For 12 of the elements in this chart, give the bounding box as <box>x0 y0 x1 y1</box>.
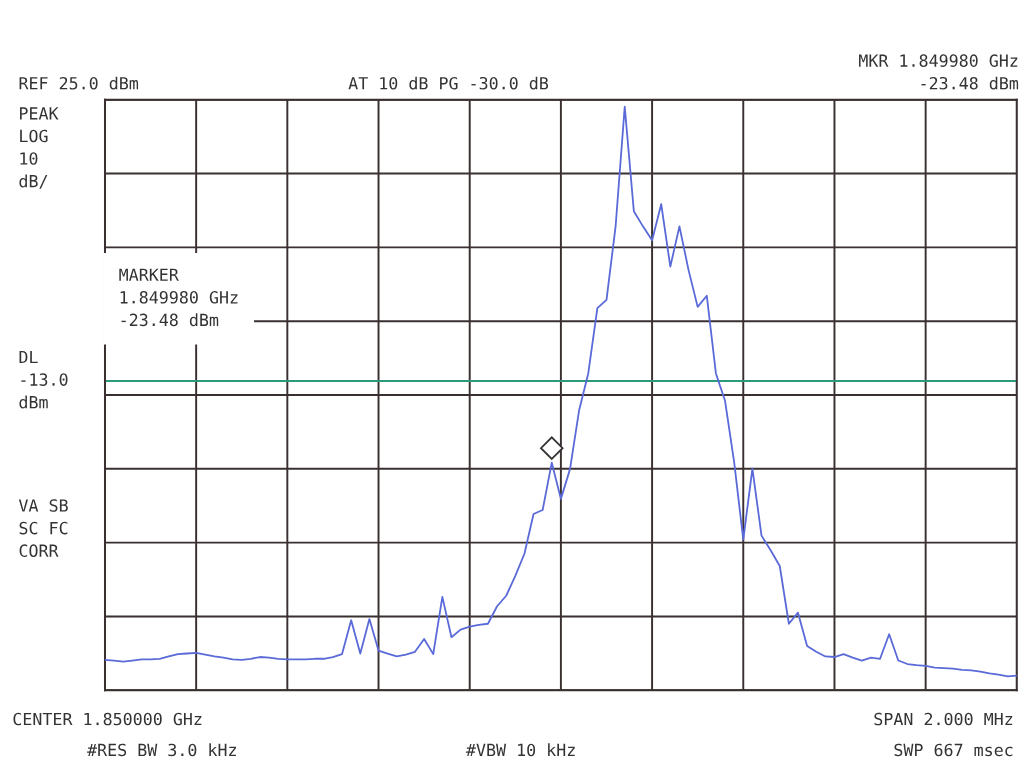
text: REF 25.0 dBm <box>19 76 139 90</box>
text: VA SB SC FC CORR <box>18 499 68 557</box>
text: #RES BW 3.0 kHz <box>87 743 236 757</box>
text: AT 10 dB PG -30.0 dB <box>348 76 549 90</box>
text: MKR 1.849980 GHz -23.48 dBm <box>859 54 1019 90</box>
text: PEAK LOG 10 dB/ <box>19 107 59 189</box>
annotation: MARKER 1.849980 GHz -23.48 dBm <box>119 268 238 327</box>
text: SPAN 2.000 MHz <box>874 712 1013 726</box>
text: CENTER 1.850000 GHz <box>13 712 202 726</box>
text: SWP 667 msec <box>894 743 1013 757</box>
text: #VBW 10 kHz <box>465 743 575 757</box>
ref-line-label: DL -13.0 dBm <box>19 350 68 409</box>
